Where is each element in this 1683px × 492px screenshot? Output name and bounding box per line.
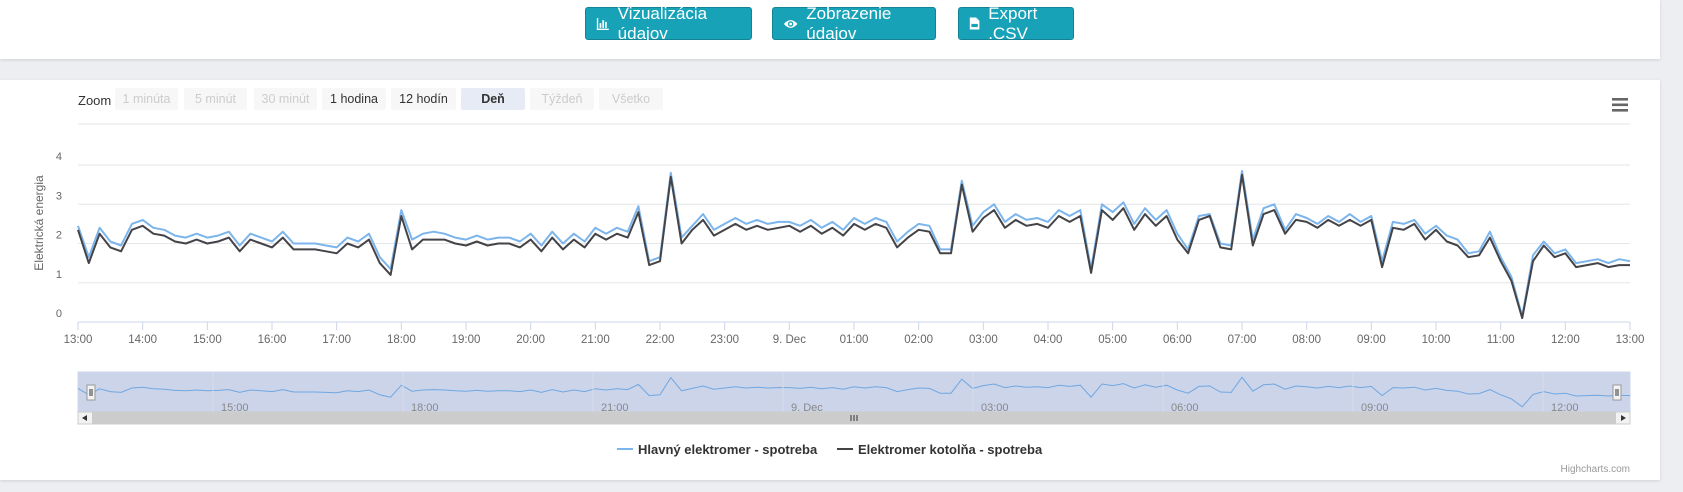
zoom-label: Zoom (78, 93, 111, 108)
x-tick-label: 23:00 (710, 334, 739, 346)
legend-item-1[interactable]: Elektromer kotolňa - spotreba (837, 442, 1043, 457)
export-csv-label: Export .CSV (988, 3, 1038, 43)
visualize-data-button[interactable]: Vizualizácia údajov (585, 4, 752, 43)
navigator[interactable]: 15:00 18:00 21:00 9. Dec 03:00 06:00 09:00 12:0… (77, 371, 1631, 425)
x-tick-label: 15:00 (193, 334, 222, 346)
legend: Hlavný elektromer - spotreba Elektromer k… (617, 442, 1043, 457)
navigator-series (77, 376, 1631, 408)
x-tick-label: 08:00 (1292, 334, 1321, 346)
x-tick-label: 11:00 (1487, 334, 1515, 346)
navigator-tick-label: 09:00 (1361, 402, 1389, 414)
x-tick-label: 02:00 (904, 334, 933, 346)
range-button-label: Všetko (612, 92, 650, 106)
x-tick-label: 9. Dec (773, 334, 806, 346)
x-tick-label: 06:00 (1163, 334, 1192, 346)
y-axis-title: Elektrická energia (32, 175, 46, 271)
range-button-7[interactable]: Všetko (599, 88, 663, 110)
x-tick-label: 12:00 (1551, 334, 1580, 346)
x-tick-label: 14:00 (128, 334, 157, 346)
context-menu-icon[interactable] (1608, 93, 1632, 117)
scroll-right-arrow-icon (1621, 415, 1626, 421)
csv-file-icon (969, 17, 980, 30)
navigator-tick-label: 18:00 (411, 402, 439, 414)
action-toolbar: Vizualizácia údajov Zobrazenie údajov Ex… (0, 0, 1660, 59)
x-tick-label: 13:00 (64, 334, 93, 346)
y-axis-ticks: 0 1 2 3 4 (56, 151, 62, 320)
y-tick-label: 0 (56, 308, 62, 320)
range-button-6[interactable]: Týždeň (530, 88, 594, 110)
x-tick-label: 05:00 (1098, 334, 1127, 346)
eye-icon (783, 19, 798, 28)
range-button-label: 1 hodina (330, 92, 378, 106)
range-button-label: Týždeň (542, 92, 583, 106)
range-button-label: 5 minút (195, 92, 237, 106)
series-line-1[interactable] (77, 173, 1630, 320)
x-tick-label: 21:00 (581, 334, 610, 346)
range-selector: Zoom 1 minúta 5 minút 30 minút 1 hodina 12 h… (78, 88, 663, 110)
chart-card: Zoom 1 minúta 5 minút 30 minút 1 hodina 12 h… (0, 80, 1660, 480)
navigator-scrollbar[interactable] (77, 411, 1631, 425)
navigator-tick-label: 15:00 (221, 402, 249, 414)
navigator-tick-label: 12:00 (1551, 402, 1579, 414)
x-tick-label: 04:00 (1034, 334, 1063, 346)
navigator-right-handle[interactable] (1612, 384, 1622, 401)
x-tick-label: 10:00 (1422, 334, 1451, 346)
x-tick-label: 07:00 (1228, 334, 1257, 346)
range-button-label: 1 minúta (123, 92, 171, 106)
legend-label: Hlavný elektromer - spotreba (638, 442, 818, 457)
x-tick-label: 19:00 (452, 334, 481, 346)
x-tick-label: 17:00 (322, 334, 351, 346)
x-tick-label: 18:00 (387, 334, 416, 346)
y-tick-label: 2 (56, 230, 62, 242)
navigator-left-handle[interactable] (86, 384, 96, 401)
x-axis-ticks: 13:00 14:00 15:00 16:00 17:00 18:00 19:00 20:00… (64, 322, 1645, 346)
energy-chart: Zoom 1 minúta 5 minút 30 minút 1 hodina 12 h… (32, 88, 1645, 475)
x-tick-label: 20:00 (516, 334, 545, 346)
y-tick-label: 1 (56, 269, 62, 281)
range-button-1[interactable]: 5 minút (184, 88, 247, 110)
range-button-2[interactable]: 30 minút (254, 88, 317, 110)
x-tick-label: 22:00 (646, 334, 675, 346)
y-tick-label: 4 (56, 151, 62, 163)
range-button-label: Deň (481, 92, 505, 106)
navigator-tick-label: 21:00 (601, 402, 629, 414)
navigator-tick-label: 9. Dec (791, 402, 823, 414)
navigator-mask (77, 371, 1631, 413)
x-tick-label: 16:00 (258, 334, 287, 346)
x-tick-label: 01:00 (840, 334, 869, 346)
legend-item-0[interactable]: Hlavný elektromer - spotreba (617, 442, 818, 457)
y-tick-label: 3 (56, 190, 62, 202)
navigator-tick-label: 06:00 (1171, 402, 1199, 414)
x-tick-label: 03:00 (969, 334, 998, 346)
range-button-3[interactable]: 1 hodina (322, 88, 386, 110)
plot-area (77, 169, 1631, 320)
range-button-4[interactable]: 12 hodín (391, 88, 456, 110)
range-button-label: 30 minút (262, 92, 310, 106)
range-button-label: 12 hodín (399, 92, 448, 106)
range-button-5[interactable]: Deň (461, 88, 525, 110)
x-tick-label: 09:00 (1357, 334, 1386, 346)
show-data-label: Zobrazenie údajov (806, 3, 892, 43)
legend-label: Elektromer kotolňa - spotreba (858, 442, 1043, 457)
visualize-data-label: Vizualizácia údajov (617, 3, 708, 43)
range-button-0[interactable]: 1 minúta (115, 88, 178, 110)
scroll-left-arrow-icon (82, 415, 87, 421)
export-csv-button[interactable]: Export .CSV (958, 4, 1074, 43)
bar-chart-icon (596, 17, 609, 30)
show-data-button[interactable]: Zobrazenie údajov (772, 4, 936, 43)
x-tick-label: 13:00 (1616, 334, 1645, 346)
navigator-tick-label: 03:00 (981, 402, 1009, 414)
series-line-0[interactable] (77, 169, 1631, 318)
highcharts-credits[interactable]: Highcharts.com (1561, 464, 1630, 475)
